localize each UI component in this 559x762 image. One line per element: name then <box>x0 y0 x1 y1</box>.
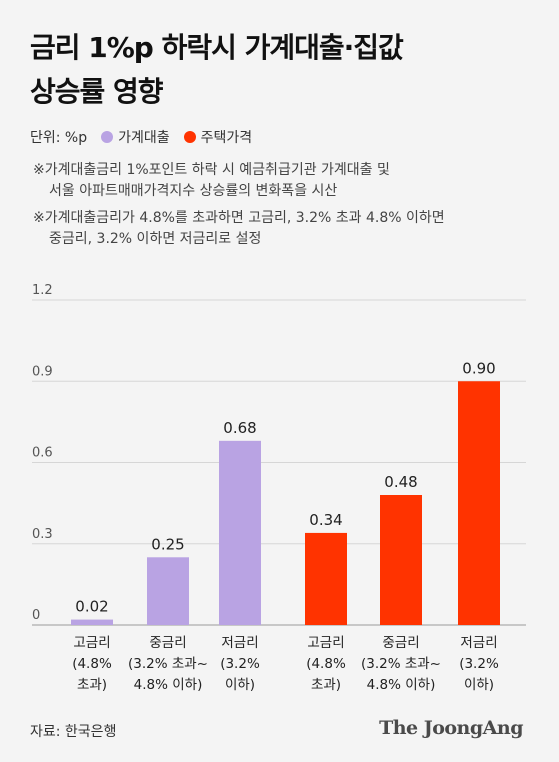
y-tick-label: 0 <box>32 608 40 623</box>
data-label: 0.34 <box>309 511 342 529</box>
y-tick-label: 0.6 <box>32 446 53 461</box>
note-2-line-1: ※가계대출금리가 4.8%를 초과하면 고금리, 3.2% 초과 4.8% 이하… <box>33 210 445 226</box>
bar <box>71 619 113 625</box>
legend-label-household-loan: 가계대출 <box>118 130 170 146</box>
category-label: 중금리 <box>149 635 186 651</box>
bar <box>458 381 500 625</box>
bar <box>147 557 189 625</box>
category-label: (3.2% 초과~ <box>128 656 208 672</box>
y-tick-label: 0.9 <box>32 364 53 379</box>
category-label: 4.8% 이하) <box>134 677 203 693</box>
note-2: ※가계대출금리가 4.8%를 초과하면 고금리, 3.2% 초과 4.8% 이하… <box>33 208 533 250</box>
category-label: (4.8% <box>72 656 112 672</box>
publisher-logo: The JoongAng <box>379 717 523 739</box>
category-label: (3.2% <box>220 656 260 672</box>
data-label: 0.48 <box>384 473 417 491</box>
category-label: 저금리 <box>221 635 258 651</box>
source-label: 자료: 한국은행 <box>30 724 117 740</box>
category-label: 이하) <box>464 677 494 693</box>
y-tick-label: 0.3 <box>32 527 53 542</box>
chart-title: 금리 1%p 하락시 가계대출·집값 상승률 영향 <box>30 26 530 114</box>
data-label: 0.68 <box>223 419 256 437</box>
notes: ※가계대출금리 1%포인트 하락 시 예금취급기관 가계대출 및 서울 아파트매… <box>33 160 533 256</box>
legend-swatch-housing-price <box>183 131 196 143</box>
category-label: (4.8% <box>306 656 346 672</box>
note-1: ※가계대출금리 1%포인트 하락 시 예금취급기관 가계대출 및 서울 아파트매… <box>33 160 533 202</box>
bar-chart: 0 0.3 0.6 0.9 1.2 0.02 고금리 (4.8% 초과) 0.25 중금리 (3.2%… <box>32 283 526 693</box>
category-label: 이하) <box>225 677 255 693</box>
category-label: 고금리 <box>307 635 344 651</box>
title-line-1: 금리 1%p 하락시 가계대출·집값 <box>30 31 404 64</box>
bar <box>305 532 347 625</box>
data-label: 0.25 <box>151 535 184 553</box>
category-label: 초과) <box>77 677 107 693</box>
bar <box>219 440 261 625</box>
category-label: 저금리 <box>460 635 497 651</box>
data-label: 0.02 <box>75 598 108 616</box>
title-line-2: 상승률 영향 <box>30 75 164 108</box>
category-label: (3.2% <box>459 656 499 672</box>
category-label: 중금리 <box>382 635 419 651</box>
legend-label-housing-price: 주택가격 <box>200 130 253 146</box>
category-label: 초과) <box>311 677 341 693</box>
legend: 단위: %p 가계대출 주택가격 <box>30 127 252 147</box>
category-label: (3.2% 초과~ <box>361 656 441 672</box>
note-1-line-2: 서울 아파트매매가격지수 상승률의 변화폭을 시산 <box>49 183 338 199</box>
unit-label: 단위: %p <box>30 130 88 146</box>
bar <box>380 495 422 625</box>
note-2-line-2: 중금리, 3.2% 이하면 저금리로 설정 <box>49 231 262 247</box>
y-tick-label: 1.2 <box>32 283 53 298</box>
category-label: 4.8% 이하) <box>367 677 436 693</box>
category-label: 고금리 <box>73 635 110 651</box>
legend-swatch-household-loan <box>101 131 114 143</box>
note-1-line-1: ※가계대출금리 1%포인트 하락 시 예금취급기관 가계대출 및 <box>33 162 390 178</box>
data-label: 0.90 <box>462 359 495 377</box>
